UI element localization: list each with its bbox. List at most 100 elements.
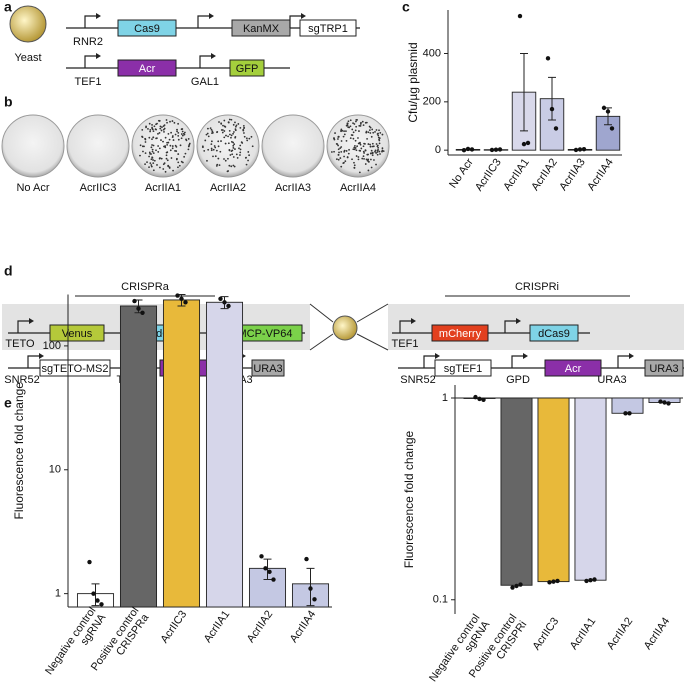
colony xyxy=(143,145,145,148)
colony xyxy=(242,129,245,132)
label: No Acr xyxy=(16,182,49,194)
promoter-arrow xyxy=(84,55,96,68)
data-point xyxy=(518,582,523,587)
colony xyxy=(330,151,333,153)
label: CRISPRa xyxy=(121,281,170,293)
error-bar xyxy=(263,558,272,581)
colony xyxy=(162,128,165,131)
colony xyxy=(345,139,348,142)
colony xyxy=(152,159,154,161)
colony xyxy=(338,151,340,154)
colony xyxy=(368,125,371,128)
colony xyxy=(184,152,187,155)
data-point xyxy=(461,147,467,153)
colony xyxy=(149,162,152,165)
x-tick-label-group: AcrIIA1 xyxy=(501,157,532,193)
x-tick-label-group: AcrIIA4 xyxy=(585,157,616,193)
colony xyxy=(339,157,342,159)
colony xyxy=(381,133,384,136)
colony xyxy=(225,134,227,137)
colony xyxy=(211,132,213,135)
colony xyxy=(353,161,355,164)
colony xyxy=(351,158,353,161)
colony xyxy=(219,150,222,153)
colony xyxy=(333,137,335,140)
label: SNR52 xyxy=(400,374,435,386)
colony xyxy=(343,149,346,152)
colony xyxy=(227,135,229,138)
colony xyxy=(150,146,153,149)
colony xyxy=(336,143,339,146)
colony xyxy=(233,143,236,146)
colony xyxy=(150,164,153,166)
colony xyxy=(345,130,347,133)
label: SNR52 xyxy=(4,374,39,386)
colony xyxy=(376,133,379,135)
label: URA3 xyxy=(253,363,282,375)
data-point xyxy=(623,411,628,416)
x-tick-label: AcrIIA4 xyxy=(642,616,673,652)
colony xyxy=(366,138,368,140)
colony xyxy=(353,148,356,151)
colony xyxy=(177,134,180,137)
y-tick-label: 200 xyxy=(423,96,441,108)
gene-box xyxy=(299,19,357,37)
colony xyxy=(243,135,246,138)
label: URA3 xyxy=(597,374,626,386)
x-tick-label: AcrIIA3 xyxy=(557,157,588,193)
data-point xyxy=(514,583,519,589)
label: Acr xyxy=(139,63,156,75)
x-tick-label-group: AcrIIA1 xyxy=(202,609,233,645)
colony xyxy=(216,131,218,134)
data-point xyxy=(605,109,611,114)
promoter-arrow xyxy=(84,15,96,28)
colony xyxy=(210,149,213,152)
colony xyxy=(212,155,214,158)
colony xyxy=(205,133,208,136)
plate xyxy=(1,114,65,178)
colony xyxy=(158,132,161,134)
colony xyxy=(377,134,380,137)
data-point xyxy=(312,597,317,602)
colony xyxy=(371,128,374,131)
colony xyxy=(149,130,152,133)
colony xyxy=(229,154,232,156)
colony xyxy=(217,157,220,160)
colony xyxy=(377,146,380,149)
data-point xyxy=(481,397,486,402)
colony xyxy=(180,128,183,131)
data-point xyxy=(510,585,515,590)
colony xyxy=(247,151,250,153)
colony xyxy=(248,137,251,140)
x-tick-label-group: No Acr xyxy=(447,156,476,190)
colony xyxy=(375,143,378,145)
data-point xyxy=(551,579,556,584)
colony xyxy=(232,147,235,149)
colony xyxy=(164,145,167,147)
colony xyxy=(250,135,253,138)
colony xyxy=(354,139,357,142)
colony xyxy=(165,151,168,154)
colony xyxy=(233,131,235,133)
x-tick-label: No Acr xyxy=(447,156,476,190)
colony xyxy=(223,130,226,132)
colony xyxy=(159,125,162,128)
y-tick-label: 1 xyxy=(442,392,448,404)
y-axis-label: Fluorescence fold change xyxy=(12,382,26,520)
plate xyxy=(196,114,260,178)
colony xyxy=(375,163,377,166)
bar xyxy=(119,305,158,608)
label: MCP-VP64 xyxy=(237,328,292,340)
colony xyxy=(365,121,368,124)
colony xyxy=(156,164,158,166)
error-bar xyxy=(548,76,556,121)
colony xyxy=(337,135,340,138)
colony xyxy=(369,132,372,134)
data-point xyxy=(87,559,92,565)
colony xyxy=(163,130,165,133)
colony xyxy=(207,127,209,130)
colony xyxy=(227,121,230,123)
label: b xyxy=(4,94,13,110)
colony xyxy=(148,151,151,154)
